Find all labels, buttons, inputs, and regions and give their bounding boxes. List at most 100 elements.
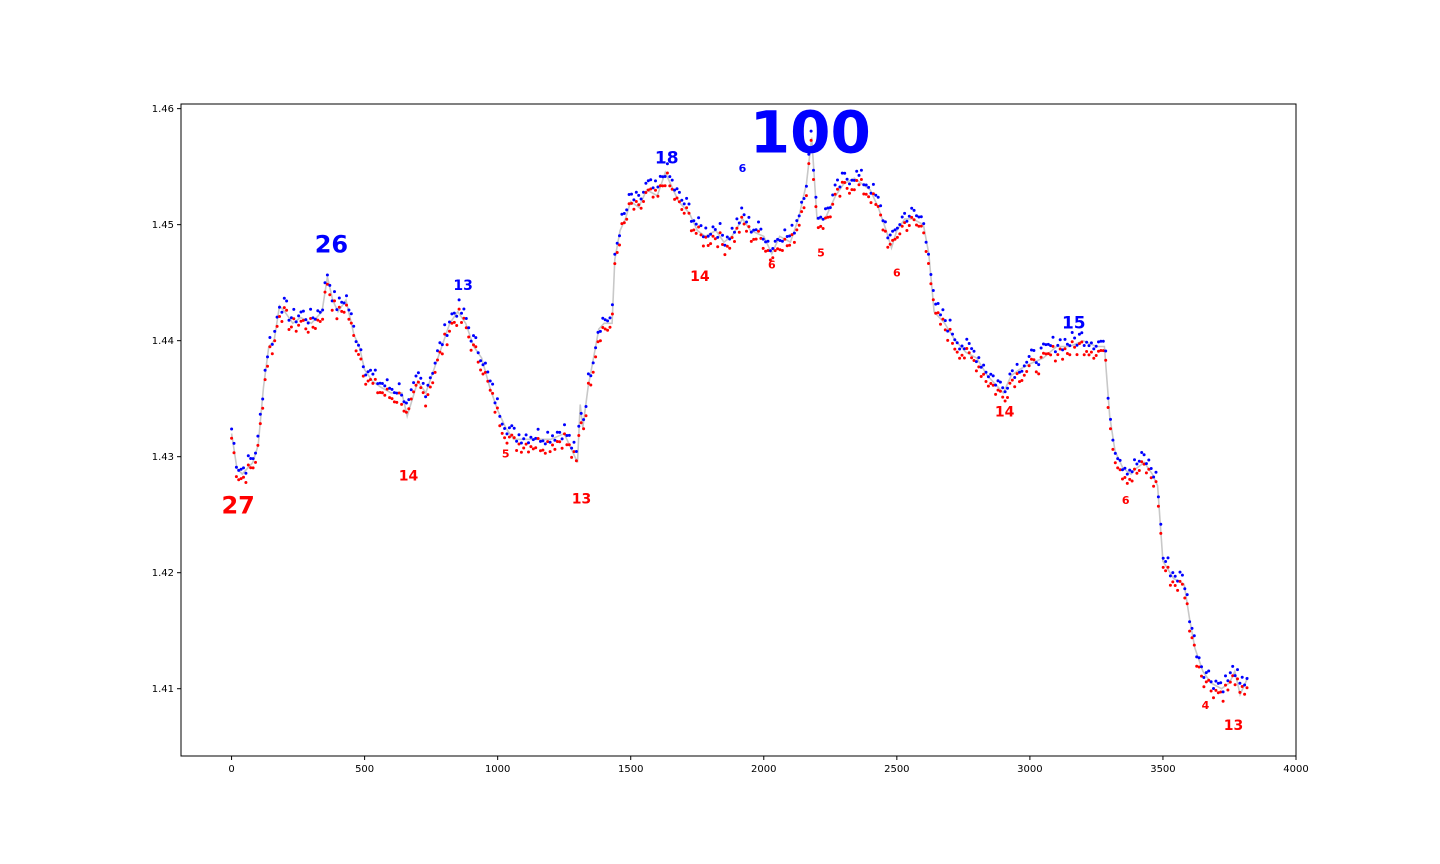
high-marker <box>325 273 329 277</box>
low-marker <box>994 392 998 396</box>
high-marker <box>266 355 269 359</box>
high-marker <box>1106 396 1110 400</box>
low-marker <box>951 341 954 345</box>
low-marker <box>687 211 691 215</box>
high-marker <box>364 373 368 377</box>
low-marker <box>354 349 358 353</box>
high-marker <box>1075 343 1079 347</box>
y-tick-label: 1.44 <box>152 336 174 347</box>
high-marker <box>1164 560 1168 563</box>
low-marker <box>1195 664 1199 668</box>
low-marker <box>560 446 564 450</box>
high-marker <box>962 347 966 351</box>
high-marker <box>586 372 590 376</box>
high-marker <box>773 239 777 243</box>
low-marker <box>1233 683 1237 687</box>
low-marker <box>1001 395 1005 399</box>
high-marker <box>1044 343 1048 347</box>
low-marker <box>615 251 619 254</box>
high-marker <box>1154 470 1158 474</box>
high-marker <box>443 323 447 327</box>
high-marker <box>701 235 705 239</box>
low-marker <box>565 443 569 447</box>
low-marker <box>392 400 396 404</box>
low-marker <box>802 206 806 210</box>
high-marker <box>843 171 847 175</box>
high-marker <box>361 365 365 369</box>
high-marker <box>632 198 636 202</box>
low-marker <box>836 187 839 191</box>
high-marker <box>270 342 274 346</box>
low-marker <box>1144 471 1148 475</box>
low-marker <box>632 207 636 211</box>
low-marker <box>335 317 339 321</box>
low-marker <box>1101 349 1105 353</box>
low-marker <box>1176 588 1180 592</box>
high-marker <box>1111 438 1115 442</box>
high-marker <box>1030 348 1033 352</box>
high-marker <box>254 451 257 455</box>
low-marker <box>780 249 784 252</box>
high-marker <box>467 326 471 330</box>
low-marker <box>421 391 425 395</box>
low-marker <box>922 231 926 235</box>
high-marker <box>558 430 562 434</box>
low-marker <box>390 397 394 401</box>
low-marker <box>874 203 878 206</box>
high-marker <box>328 283 332 287</box>
low-marker <box>728 246 732 250</box>
low-marker <box>316 318 320 322</box>
low-marker <box>567 443 571 447</box>
low-marker <box>1209 689 1213 693</box>
high-marker <box>476 351 480 355</box>
high-marker <box>598 329 602 333</box>
high-marker <box>745 220 748 224</box>
high-marker <box>687 202 691 206</box>
low-marker <box>1075 353 1079 357</box>
low-marker <box>337 305 341 309</box>
high-marker <box>699 224 703 228</box>
high-marker <box>1070 331 1074 334</box>
high-marker <box>1161 556 1165 560</box>
low-marker <box>1030 357 1033 361</box>
high-marker <box>345 294 348 298</box>
low-marker <box>424 404 428 408</box>
high-marker <box>1121 468 1124 472</box>
low-marker <box>1156 504 1160 508</box>
low-marker <box>450 321 454 325</box>
high-marker <box>1159 522 1163 526</box>
high-marker <box>335 308 339 312</box>
low-marker <box>816 226 820 230</box>
low-marker <box>759 236 763 240</box>
high-marker <box>560 437 564 441</box>
low-marker <box>1188 629 1192 633</box>
low-marker <box>670 187 674 191</box>
low-marker <box>1099 349 1103 352</box>
low-marker <box>663 184 667 188</box>
high-marker <box>297 314 301 318</box>
low-marker <box>891 238 895 242</box>
low-marker <box>692 228 696 232</box>
high-marker <box>596 330 600 334</box>
high-marker <box>234 465 238 469</box>
high-marker <box>1073 336 1077 340</box>
low-marker <box>642 200 645 203</box>
low-marker <box>1243 692 1247 696</box>
high-marker <box>752 228 756 232</box>
high-marker <box>862 183 866 187</box>
low-marker <box>357 353 360 356</box>
low-marker <box>697 225 701 229</box>
low-marker <box>831 202 835 206</box>
low-marker <box>608 325 612 329</box>
high-marker <box>1020 369 1024 373</box>
high-marker <box>1137 459 1141 463</box>
high-marker <box>989 372 993 376</box>
high-marker <box>371 372 375 376</box>
low-marker <box>1073 345 1077 349</box>
high-marker <box>380 382 384 385</box>
high-marker <box>1003 390 1007 394</box>
high-marker <box>742 213 746 217</box>
x-tick-label: 3500 <box>1150 764 1175 775</box>
high-marker <box>553 438 557 442</box>
high-marker <box>1152 475 1156 479</box>
